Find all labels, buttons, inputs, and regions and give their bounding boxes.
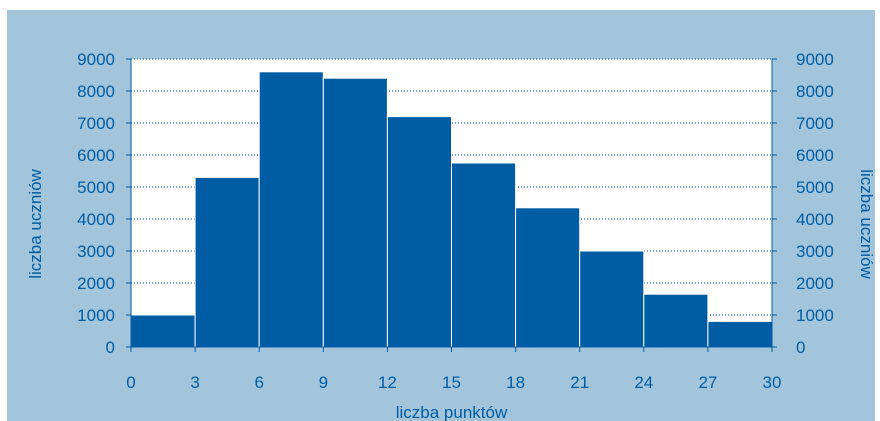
- histogram-bar: [194, 176, 260, 348]
- histogram-bar: [322, 77, 388, 348]
- y-tick-label-right: 6000: [796, 146, 834, 165]
- y-tick-label-left: 9000: [77, 50, 115, 69]
- histogram-bar: [386, 116, 452, 348]
- y-tick-label-right: 1000: [796, 306, 834, 325]
- y-tick-label-right: 7000: [796, 114, 834, 133]
- x-tick-label: 0: [126, 373, 135, 392]
- y-tick-label-left: 6000: [77, 146, 115, 165]
- y-tick-label-left: 8000: [77, 82, 115, 101]
- histogram-bar: [451, 162, 517, 348]
- x-tick-label: 21: [570, 373, 589, 392]
- y-tick-label-left: 1000: [77, 306, 115, 325]
- y-tick-label-left: 0: [106, 338, 115, 357]
- y-tick-label-left: 3000: [77, 242, 115, 261]
- y-tick-label-right: 4000: [796, 210, 834, 229]
- histogram-bar: [579, 250, 645, 348]
- y-tick-label-left: 5000: [77, 178, 115, 197]
- bars: [130, 71, 773, 348]
- y-axis-label-right: liczba uczniów: [857, 169, 876, 279]
- y-axis-label-left: liczba uczniów: [26, 168, 45, 278]
- y-tick-label-right: 3000: [796, 242, 834, 261]
- histogram-bar: [515, 207, 581, 348]
- x-tick-label: 6: [254, 373, 263, 392]
- y-tick-label-right: 5000: [796, 178, 834, 197]
- histogram-bar: [130, 314, 196, 348]
- x-tick-label: 9: [319, 373, 328, 392]
- histogram-bar: [707, 320, 773, 348]
- y-tick-label-right: 8000: [796, 82, 834, 101]
- x-tick-labels: 0 3 6 9 12 15 18 21 24 27 30: [126, 347, 781, 392]
- x-tick-label: 18: [506, 373, 525, 392]
- x-tick-label: 27: [698, 373, 717, 392]
- x-tick-label: 15: [442, 373, 461, 392]
- x-axis-label: liczba punktów: [396, 403, 508, 421]
- y-tick-label-right: 9000: [796, 50, 834, 69]
- x-tick-label: 30: [763, 373, 782, 392]
- y-tick-label-left: 4000: [77, 210, 115, 229]
- y-tick-labels-left: 0 1000 2000 3000 4000 5000 6000 7000 8000 9000: [77, 50, 131, 357]
- y-tick-label-left: 2000: [77, 274, 115, 293]
- y-tick-label-right: 0: [796, 338, 805, 357]
- x-tick-label: 24: [634, 373, 653, 392]
- histogram-bar: [258, 71, 324, 348]
- y-tick-labels-right: 0 1000 2000 3000 4000 5000 6000 7000 8000 9000: [772, 50, 834, 357]
- x-tick-label: 12: [378, 373, 397, 392]
- y-tick-label-left: 7000: [77, 114, 115, 133]
- y-tick-label-right: 2000: [796, 274, 834, 293]
- histogram-bar: [643, 293, 709, 348]
- x-tick-label: 3: [190, 373, 199, 392]
